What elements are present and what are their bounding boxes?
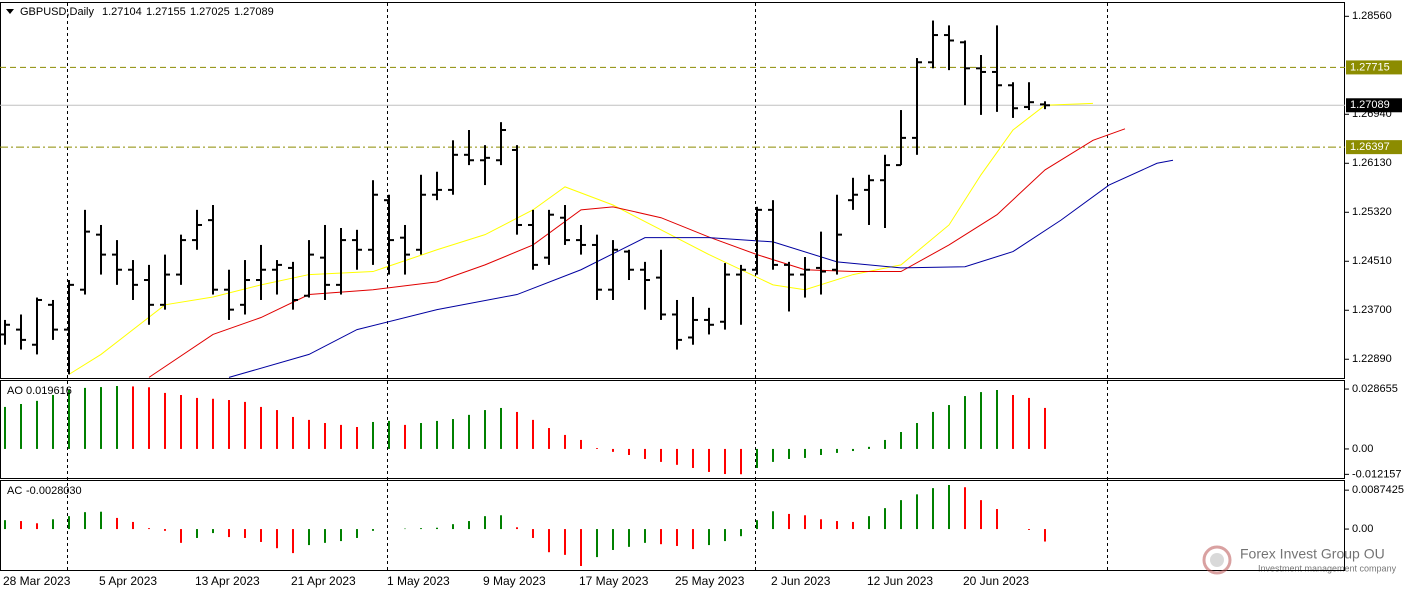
logo bbox=[1202, 545, 1232, 575]
level-label: 1.27715 bbox=[1350, 61, 1390, 73]
moving-average bbox=[148, 128, 1126, 378]
ao-value: 0.019616 bbox=[26, 385, 72, 397]
watermark-title: Forex Invest Group OU bbox=[1240, 546, 1385, 562]
watermark-subtitle: Investment management company bbox=[1258, 563, 1397, 573]
watermark: Forex Invest Group OU Investment managem… bbox=[1202, 545, 1397, 575]
main-pane-frame bbox=[0, 2, 1345, 379]
y-tick-label: 1.23700 bbox=[1352, 304, 1392, 316]
current-price-label: 1.27089 bbox=[1350, 99, 1390, 111]
ac-pane-frame bbox=[0, 480, 1345, 571]
x-tick-label: 2 Jun 2023 bbox=[771, 574, 831, 588]
y-tick-label: 1.22890 bbox=[1352, 353, 1392, 365]
y-tick-label: -0.012157 bbox=[1352, 468, 1402, 480]
y-tick-label: 1.26130 bbox=[1352, 157, 1392, 169]
quote-close: 1.27089 bbox=[234, 6, 274, 18]
x-tick-label: 5 Apr 2023 bbox=[99, 574, 157, 588]
ohlc-bars bbox=[0, 20, 1345, 378]
x-tick-label: 12 Jun 2023 bbox=[867, 574, 933, 588]
collapse-icon bbox=[6, 9, 14, 14]
x-tick-label: 17 May 2023 bbox=[579, 574, 649, 588]
ao-title: AO bbox=[7, 385, 23, 397]
y-tick-label: 1.28560 bbox=[1352, 10, 1392, 22]
chart-title: GBPUSD,Daily bbox=[20, 6, 94, 18]
level-label-bg bbox=[1346, 60, 1402, 75]
ao-pane-frame bbox=[0, 380, 1345, 479]
y-tick-label: 0.028655 bbox=[1352, 383, 1398, 395]
marks: 1.285601.269401.261301.253201.245101.237… bbox=[0, 10, 1404, 588]
y-tick-label: 1.24510 bbox=[1352, 255, 1392, 267]
separators bbox=[67, 3, 1108, 570]
frames bbox=[0, 2, 1345, 571]
x-tick-label: 25 May 2023 bbox=[675, 574, 745, 588]
current-price-label-bg bbox=[1346, 98, 1402, 113]
logo bbox=[1210, 553, 1224, 567]
y-tick-label: 0.00 bbox=[1352, 443, 1373, 455]
ac-title: AC bbox=[7, 485, 22, 497]
level-label-bg bbox=[1346, 140, 1402, 155]
x-tick-label: 21 Apr 2023 bbox=[291, 574, 356, 588]
x-tick-label: 20 Jun 2023 bbox=[963, 574, 1029, 588]
quote-high: 1.27155 bbox=[146, 6, 186, 18]
level-label: 1.26397 bbox=[1350, 141, 1390, 153]
x-tick-label: 13 Apr 2023 bbox=[195, 574, 260, 588]
x-tick-label: 9 May 2023 bbox=[483, 574, 546, 588]
quote-low: 1.27025 bbox=[190, 6, 230, 18]
y-tick-label: 0.0087425 bbox=[1352, 484, 1404, 496]
quote-open: 1.27104 bbox=[102, 6, 142, 18]
y-tick-label: 0.00 bbox=[1352, 523, 1373, 535]
x-tick-label: 1 May 2023 bbox=[387, 574, 450, 588]
y-tick-label: 1.25320 bbox=[1352, 206, 1392, 218]
x-tick-label: 28 Mar 2023 bbox=[3, 574, 71, 588]
ac-value: -0.0028030 bbox=[26, 485, 82, 497]
